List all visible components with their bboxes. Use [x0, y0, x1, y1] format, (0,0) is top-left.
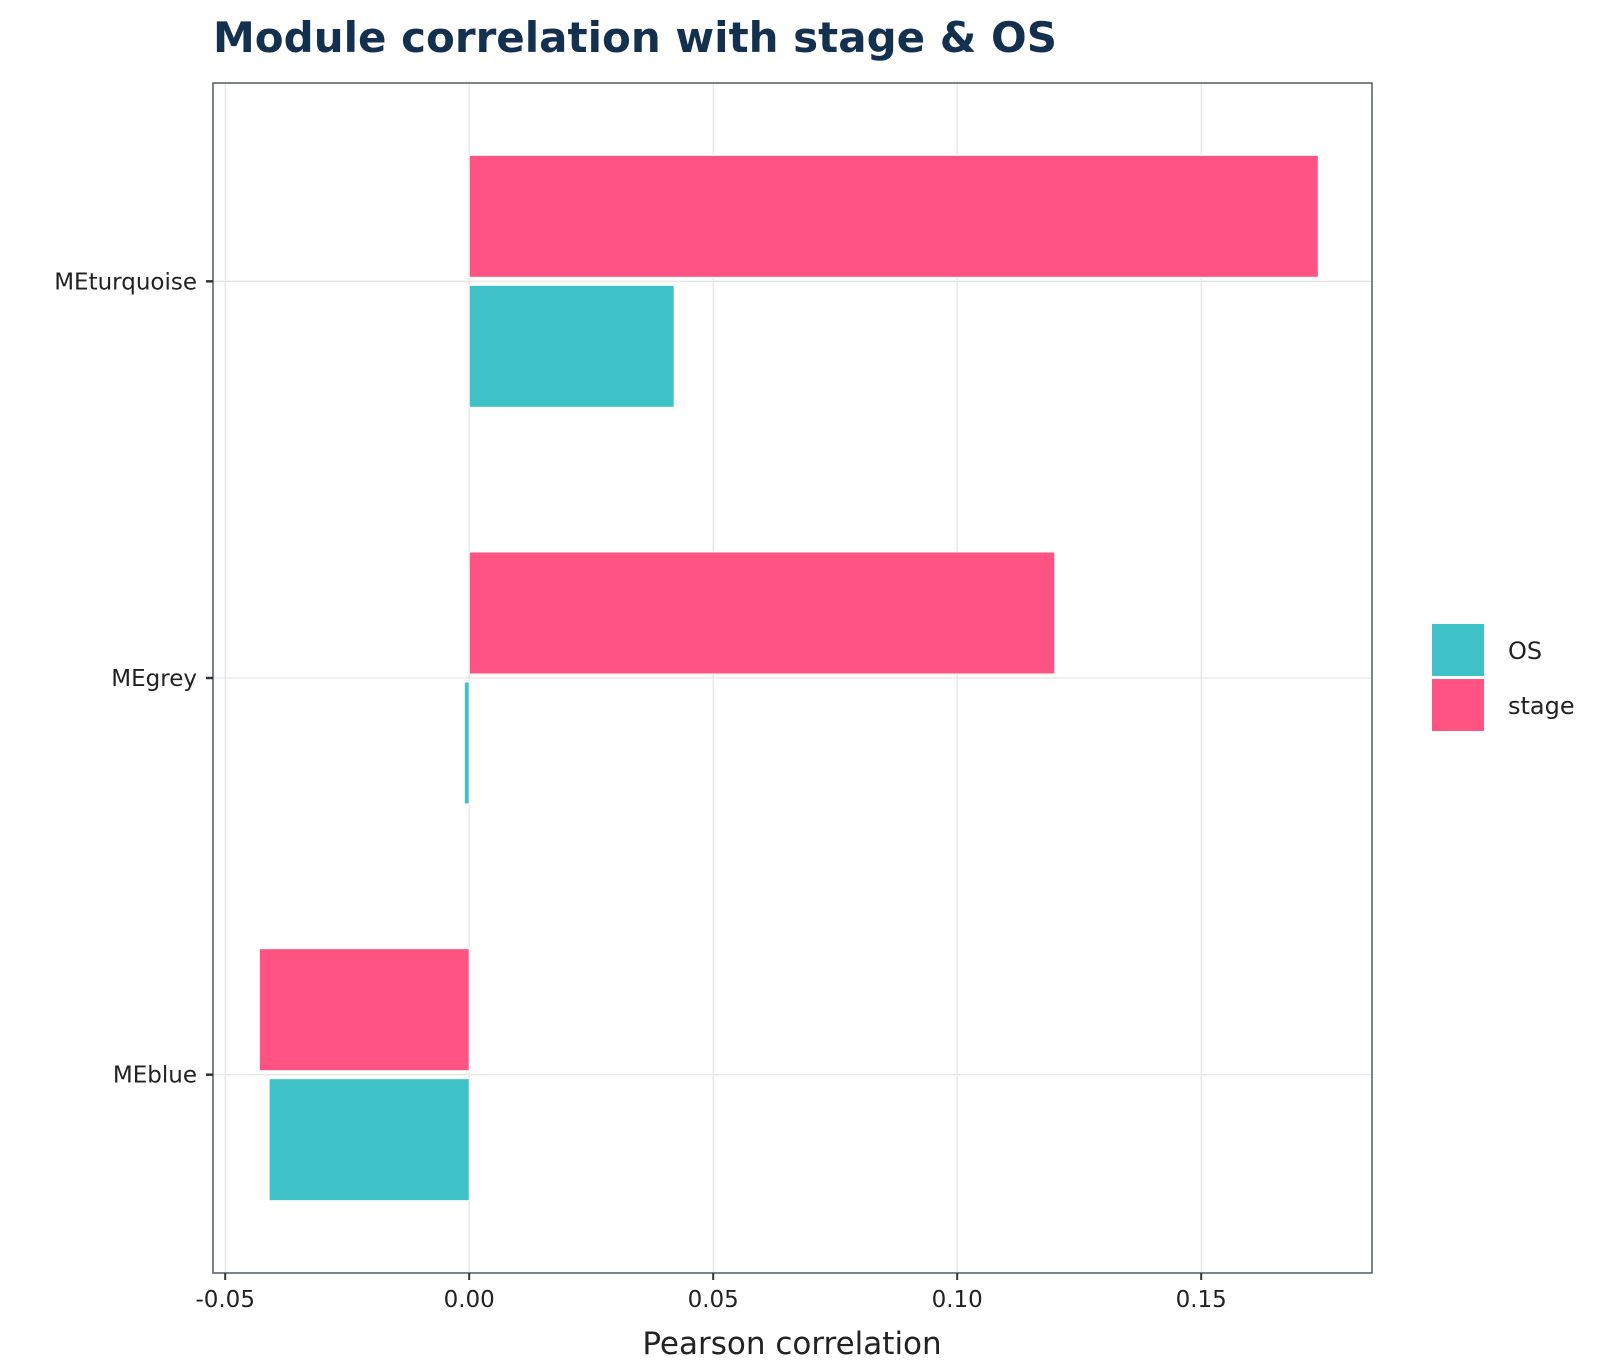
legend: OS stage	[1432, 624, 1575, 731]
y-tick-label: MEturquoise	[54, 269, 197, 295]
legend-label-stage: stage	[1508, 692, 1575, 720]
bar-os	[268, 1078, 470, 1202]
y-axis: MEblue MEgrey MEturquoise	[54, 269, 213, 1089]
grid-lines	[213, 83, 1372, 1273]
y-tick-label: MEblue	[113, 1063, 197, 1089]
x-axis-title: Pearson correlation	[642, 1326, 941, 1362]
bars	[258, 154, 1319, 1202]
chart-title: Module correlation with stage & OS	[213, 13, 1057, 62]
legend-swatch-os	[1432, 624, 1484, 676]
x-tick-label: 0.00	[444, 1287, 495, 1313]
bar-os	[468, 284, 675, 408]
x-tick-label: 0.05	[688, 1287, 739, 1313]
x-tick-label: -0.05	[195, 1287, 255, 1313]
x-tick-label: 0.10	[932, 1287, 983, 1313]
x-tick-label: 0.15	[1176, 1287, 1227, 1313]
bar-stage	[258, 948, 470, 1072]
legend-swatch-stage	[1432, 679, 1484, 731]
bar-stage	[468, 154, 1319, 278]
legend-label-os: OS	[1508, 637, 1542, 665]
bar-os	[463, 681, 470, 805]
bar-stage	[468, 551, 1056, 675]
x-axis: -0.05 0.00 0.05 0.10 0.15	[195, 1273, 1227, 1313]
y-tick-label: MEgrey	[111, 666, 197, 692]
